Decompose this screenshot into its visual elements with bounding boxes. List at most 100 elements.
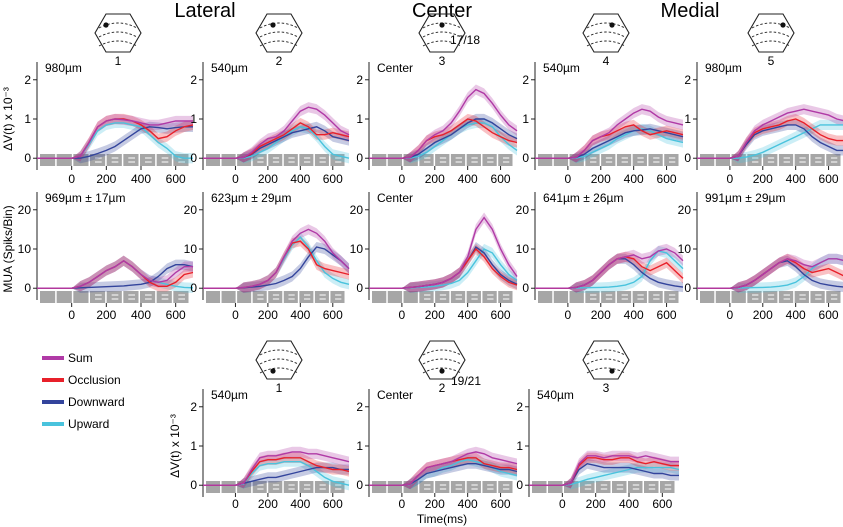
stimulus-frame bbox=[283, 291, 298, 303]
stimulus-frame bbox=[299, 291, 314, 303]
series-line-sum bbox=[535, 108, 684, 159]
position-icon-row1-1: 1 bbox=[94, 13, 142, 68]
stimulus-frame bbox=[372, 481, 387, 493]
trajectory-dashed-line bbox=[422, 349, 462, 356]
x-tick-label: 0 bbox=[232, 497, 239, 511]
series-line-upward bbox=[697, 124, 843, 159]
chart-panel-row3-3: 0 1 2 540µm 0 200 400 600 bbox=[516, 388, 680, 511]
x-tick-label: 200 bbox=[591, 172, 611, 186]
x-tick-label: 400 bbox=[786, 172, 806, 186]
stimulus-frame bbox=[206, 291, 221, 303]
series-band-downward bbox=[37, 121, 193, 164]
y-tick-label: 1 bbox=[356, 112, 363, 126]
x-tick-label: 400 bbox=[624, 308, 644, 322]
y-tick-label: 2 bbox=[356, 400, 363, 414]
trajectory-dashed-line bbox=[259, 358, 299, 365]
series-line-sum bbox=[203, 451, 350, 486]
stimulus-frame bbox=[450, 481, 466, 493]
stimulus-frame bbox=[221, 291, 236, 303]
hexagon-outline bbox=[582, 13, 630, 53]
stimulus-frame bbox=[601, 291, 616, 303]
trajectory-dashed-line bbox=[259, 349, 299, 356]
stimulus-frame bbox=[299, 154, 314, 166]
stimulus-frame bbox=[616, 154, 632, 166]
trajectory-dashed-line bbox=[586, 22, 626, 29]
recording-site-dot bbox=[439, 22, 445, 28]
stimulus-frame bbox=[435, 481, 450, 493]
x-tick-label: 600 bbox=[652, 497, 672, 511]
stimulus-frame bbox=[538, 291, 553, 303]
x-tick-label: 400 bbox=[619, 497, 639, 511]
x-tick-label: 0 bbox=[399, 308, 406, 322]
x-tick-label: 600 bbox=[491, 308, 511, 322]
legend-label-downward: Downward bbox=[68, 395, 125, 409]
y-tick-label: 0 bbox=[356, 281, 363, 295]
legend-swatch-downward bbox=[42, 400, 64, 404]
series-line-sum bbox=[37, 118, 193, 159]
series-band-downward bbox=[529, 458, 679, 489]
series-line-sum bbox=[369, 88, 518, 159]
series-line-sum bbox=[203, 228, 350, 289]
y-tick-label: 0 bbox=[190, 281, 197, 295]
panel-depth-label: 540µm bbox=[543, 61, 580, 75]
stimulus-frame bbox=[268, 291, 283, 303]
row3-counter: 19/21 bbox=[451, 374, 481, 388]
stimulus-frame bbox=[299, 481, 314, 493]
hexagon-outline bbox=[418, 340, 466, 380]
x-tick-label: 200 bbox=[425, 308, 445, 322]
stimulus-frame bbox=[40, 291, 56, 303]
series-band-upward bbox=[535, 123, 683, 164]
x-tick-label: 200 bbox=[425, 497, 445, 511]
x-tick-label: 400 bbox=[458, 308, 478, 322]
y-tick-label: 20 bbox=[678, 203, 692, 217]
stimulus-frame bbox=[644, 481, 659, 493]
x-tick-label: 200 bbox=[753, 172, 773, 186]
stimulus-frame bbox=[616, 291, 632, 303]
hexagon-outline bbox=[418, 13, 466, 53]
chart-panel-row2-4: 0 10 20 641µm ± 26µm 0 200 400 600 bbox=[516, 191, 684, 322]
stimulus-frame bbox=[763, 154, 778, 166]
trajectory-dashed-line bbox=[98, 31, 138, 38]
position-number: 2 bbox=[276, 54, 283, 68]
column-title-lateral: Lateral bbox=[174, 0, 235, 22]
series-line-upward bbox=[529, 466, 680, 486]
series-band-sum bbox=[535, 243, 683, 293]
position-icon-row1-3: 3 bbox=[418, 13, 466, 68]
stimulus-frame bbox=[660, 481, 675, 493]
series-band-upward bbox=[203, 456, 349, 491]
recording-site-dot bbox=[270, 368, 276, 374]
trajectory-dashed-line bbox=[98, 22, 138, 29]
x-tick-label: 400 bbox=[458, 172, 478, 186]
series-line-sum bbox=[203, 106, 350, 159]
series-band-sum bbox=[37, 113, 193, 162]
panel-depth-label: 623µm ± 29µm bbox=[211, 191, 291, 205]
stimulus-frame bbox=[482, 291, 497, 303]
stimulus-frame bbox=[123, 291, 139, 303]
trajectory-dashed-line bbox=[259, 367, 299, 374]
x-tick-label: 400 bbox=[786, 308, 806, 322]
stimulus-frame bbox=[763, 291, 778, 303]
stimulus-frame bbox=[372, 154, 387, 166]
y-tick-label: 0 bbox=[190, 478, 197, 492]
series-band-occlusion bbox=[697, 253, 843, 293]
x-tick-label: 0 bbox=[727, 172, 734, 186]
position-icon-row3-2: 2 bbox=[418, 340, 466, 395]
trajectory-dashed-line bbox=[422, 31, 462, 38]
x-tick-label: 600 bbox=[491, 497, 511, 511]
y-tick-label: 0 bbox=[24, 151, 31, 165]
x-tick-label: 400 bbox=[458, 497, 478, 511]
series-band-sum bbox=[37, 255, 193, 292]
recording-site-dot bbox=[439, 368, 445, 374]
position-icon-row3-3: 3 bbox=[582, 340, 630, 395]
x-tick-label: 200 bbox=[258, 497, 278, 511]
stimulus-frame bbox=[498, 481, 513, 493]
chart-panel-row1-5: 0 1 2 980µm 0 200 400 600 bbox=[684, 61, 843, 186]
x-tick-label: 600 bbox=[323, 308, 343, 322]
y-tick-label: 0 bbox=[516, 478, 523, 492]
chart-panel-row1-1: 0 1 2 980µm 0 200 400 600 ΔV(t) x 10⁻³ bbox=[1, 61, 194, 186]
stimulus-frame bbox=[810, 291, 825, 303]
trajectory-dashed-line bbox=[259, 31, 299, 38]
stimulus-frame bbox=[283, 481, 298, 493]
position-number: 2 bbox=[439, 381, 446, 395]
